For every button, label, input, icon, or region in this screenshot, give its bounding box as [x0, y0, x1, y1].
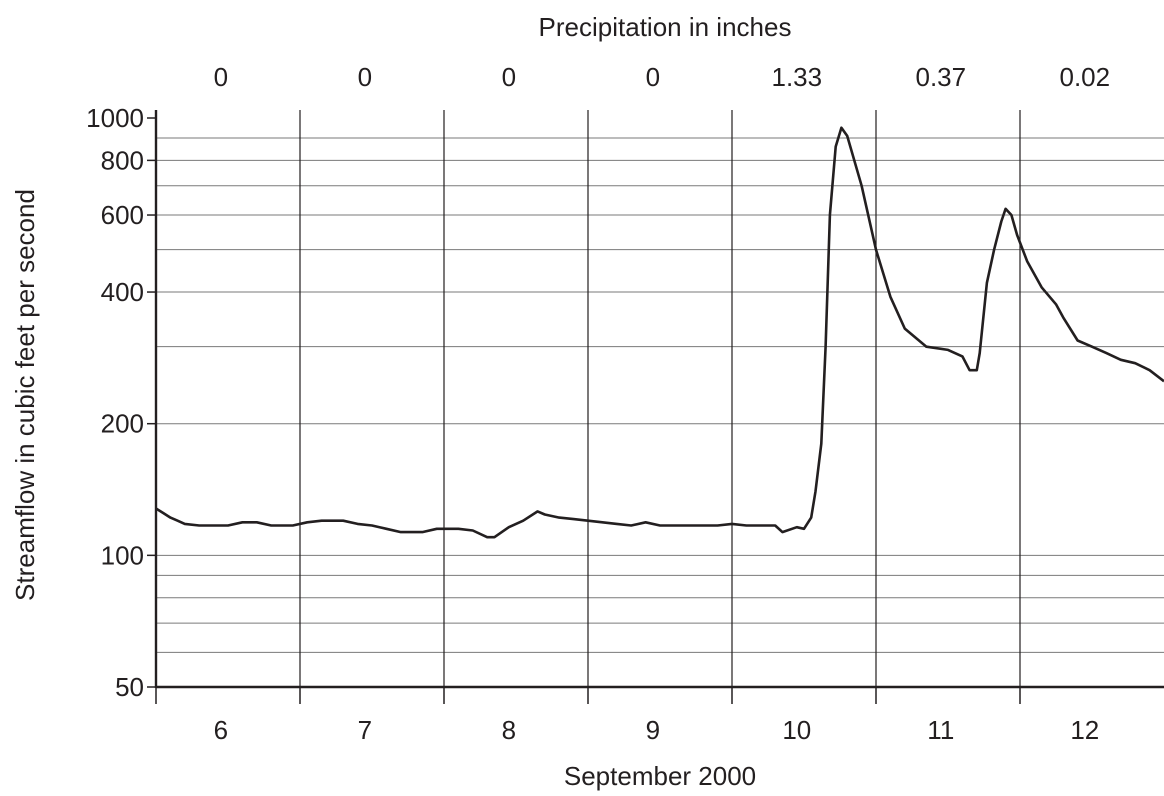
x-tick-label: 11: [927, 715, 954, 745]
x-axis-title: September 2000: [564, 761, 756, 791]
y-tick-label: 100: [101, 540, 144, 570]
y-tick-label: 400: [101, 277, 144, 307]
day-divider-lines: [299, 110, 1021, 687]
precipitation-label: 0: [214, 62, 228, 92]
precipitation-label: 0.02: [1059, 62, 1110, 92]
y-axis-title: Streamflow in cubic feet per second: [10, 189, 40, 601]
streamflow-series-line: [155, 126, 1164, 539]
precipitation-label: 1.33: [771, 62, 822, 92]
x-tick-label: 10: [782, 715, 811, 745]
y-tick-label: 200: [101, 409, 144, 439]
precipitation-label: 0: [358, 62, 372, 92]
x-tick-label: 9: [646, 715, 660, 745]
x-tick-label: 6: [214, 715, 228, 745]
y-gridlines: [156, 137, 1164, 653]
precipitation-labels: 0 0 0 0 1.33 0.37 0.02: [214, 62, 1111, 92]
precipitation-label: 0.37: [915, 62, 966, 92]
precipitation-label: 0: [502, 62, 516, 92]
top-axis-title: Precipitation in inches: [539, 12, 792, 42]
x-tick-label: 7: [358, 715, 372, 745]
x-tick-label: 12: [1070, 715, 1099, 745]
x-axis-ticks: 6 7 8 9 10 11 12: [155, 687, 1099, 745]
y-tick-label: 600: [101, 200, 144, 230]
y-tick-label: 1000: [86, 103, 144, 133]
y-axis-ticks: 50 100 200 400 600 800 1000: [86, 103, 156, 702]
y-tick-label: 800: [101, 145, 144, 175]
x-tick-label: 8: [502, 715, 516, 745]
precipitation-label: 0: [646, 62, 660, 92]
y-tick-label: 50: [115, 672, 144, 702]
